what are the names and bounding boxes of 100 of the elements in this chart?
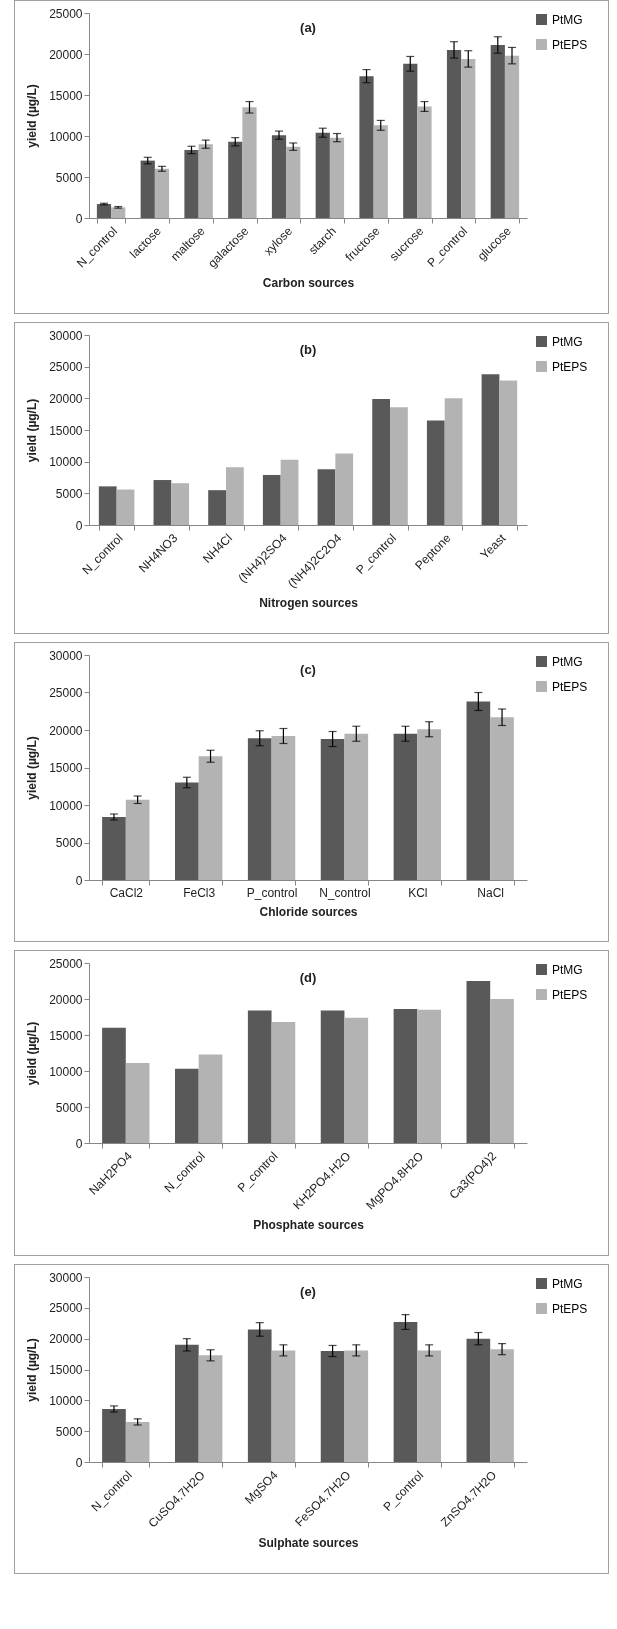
legend-label: PtEPS [552, 359, 588, 374]
bar [446, 49, 462, 218]
bar [102, 817, 126, 880]
bar [417, 106, 432, 218]
legend-label: PtEPS [552, 987, 588, 1002]
bar [372, 398, 391, 525]
text: (c) [300, 662, 316, 677]
bar [320, 739, 345, 880]
text: (a) [300, 20, 316, 35]
bar [175, 1068, 199, 1143]
y-tick-label: 15000 [49, 1028, 83, 1043]
bar [417, 729, 441, 880]
bar [247, 1329, 272, 1462]
bar [271, 1350, 296, 1462]
legend-label: PtEPS [552, 679, 588, 694]
bar [315, 132, 330, 218]
legend-label: PtMG [552, 1276, 583, 1291]
bar [466, 981, 491, 1143]
bar [262, 474, 281, 525]
bar [499, 380, 518, 525]
x-axis-title: Carbon sources [262, 275, 355, 290]
bar [393, 1322, 418, 1462]
y-axis-title: yield (µg/L) [25, 1338, 40, 1402]
y-axis-title: yield (µg/L) [25, 84, 40, 148]
x-tick-label: P_control [246, 885, 298, 900]
legend-label: PtMG [552, 654, 583, 669]
y-tick-label: 30000 [49, 1270, 83, 1285]
y-tick-label: 20000 [49, 723, 83, 738]
y-tick-label: 5000 [55, 836, 83, 850]
legend-label: PtMG [552, 12, 583, 27]
bar [208, 490, 226, 525]
text: (e) [300, 1284, 316, 1299]
bar [344, 1017, 369, 1143]
bar [271, 135, 287, 218]
y-axis-title: yield (µg/L) [25, 1021, 40, 1086]
bar [175, 1344, 199, 1462]
bar [373, 125, 388, 218]
legend-label: PtEPS [552, 37, 588, 52]
bar [247, 1010, 272, 1143]
y-tick-label: 5000 [55, 1424, 83, 1439]
bar [198, 756, 223, 880]
y-tick-label: 0 [75, 518, 83, 533]
bar [271, 1022, 296, 1143]
y-tick-label: 5000 [55, 1100, 83, 1115]
y-tick-label: 0 [75, 873, 83, 888]
y-tick-label: 20000 [49, 992, 83, 1007]
bar [344, 733, 369, 880]
bar [490, 44, 505, 218]
x-tick-label: KCl [408, 885, 428, 900]
bar [393, 733, 418, 880]
x-axis-title: Phosphate sources [253, 1217, 365, 1232]
y-tick-label: 15000 [49, 423, 83, 438]
bar [390, 407, 408, 525]
bar [317, 469, 336, 525]
y-tick-label: 30000 [49, 328, 83, 343]
y-tick-label: 25000 [49, 1301, 83, 1316]
y-tick-label: 10000 [49, 129, 83, 144]
x-axis-title: Chloride sources [259, 904, 358, 919]
bar [320, 1351, 345, 1462]
y-tick-label: 10000 [49, 455, 83, 470]
bar [426, 420, 445, 525]
y-tick-label: 10000 [49, 1064, 83, 1079]
bar [175, 782, 199, 880]
bar [417, 1009, 441, 1143]
text: (b) [299, 342, 317, 357]
y-tick-label: 0 [75, 1455, 83, 1470]
bar [335, 453, 354, 525]
bar [111, 207, 126, 218]
bar [242, 107, 257, 218]
y-tick-label: 0 [75, 211, 83, 226]
bar [247, 738, 272, 880]
y-tick-label: 5000 [55, 170, 83, 185]
bar [153, 480, 172, 525]
bar [116, 489, 135, 525]
y-tick-label: 25000 [49, 686, 83, 700]
bar [504, 55, 520, 218]
x-tick-label: FeCl3 [183, 885, 216, 900]
bar [490, 717, 514, 880]
x-axis-title: Sulphate sources [258, 1535, 359, 1550]
y-tick-label: 20000 [49, 391, 83, 406]
bar [490, 1349, 514, 1462]
y-tick-label: 15000 [49, 88, 83, 103]
bar [225, 467, 244, 525]
y-tick-label: 10000 [49, 1393, 83, 1408]
bar [403, 63, 418, 218]
bar [198, 1054, 223, 1143]
bar [98, 486, 117, 525]
bar [359, 76, 374, 218]
bar [102, 1408, 126, 1462]
y-tick-label: 25000 [49, 6, 83, 21]
x-tick-label: N_control [319, 885, 371, 900]
bar [417, 1350, 441, 1462]
y-tick-label: 15000 [49, 761, 83, 775]
y-axis-title: yield (µg/L) [25, 398, 40, 463]
bar [466, 701, 491, 880]
bar [125, 799, 150, 880]
y-tick-label: 20000 [49, 1332, 83, 1347]
y-tick-label: 10000 [49, 798, 83, 813]
bar [96, 204, 112, 218]
legend-label: PtMG [552, 962, 583, 977]
